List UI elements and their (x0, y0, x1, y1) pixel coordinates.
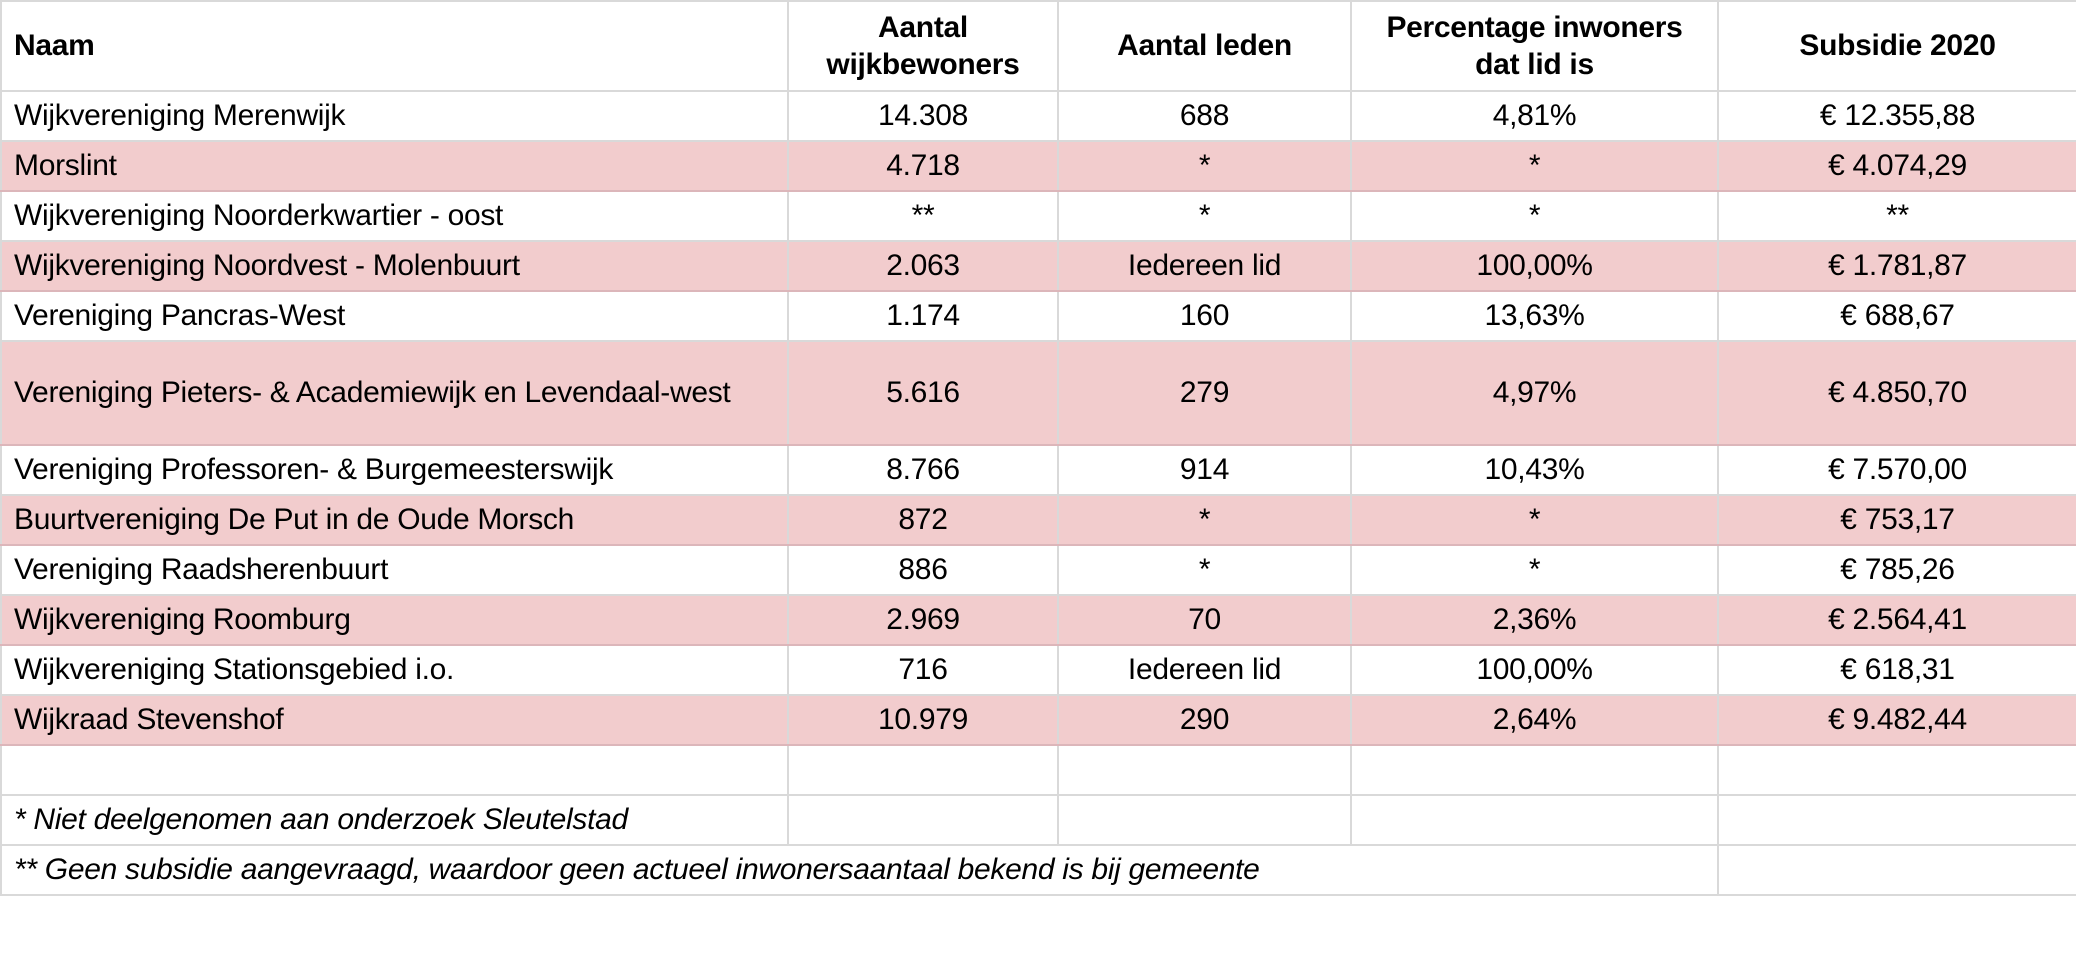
cell-residents: 5.616 (787, 340, 1059, 446)
cell-percentage: 2,64% (1350, 694, 1719, 746)
empty-cell (787, 794, 1059, 846)
cell-subsidy: € 9.482,44 (1717, 694, 2076, 746)
table-row: Vereniging Pancras-West 1.174 160 13,63% € 6… (0, 290, 2076, 342)
cell-residents: 872 (787, 494, 1059, 546)
table-header: Naam Aantal wijkbewoners Aantal leden Pe… (0, 0, 2076, 92)
cell-residents: 10.979 (787, 694, 1059, 746)
cell-name: Wijkraad Stevenshof (0, 694, 789, 746)
cell-residents: 8.766 (787, 444, 1059, 496)
cell-name: Wijkvereniging Merenwijk (0, 90, 789, 142)
cell-name: Vereniging Raadsherenbuurt (0, 544, 789, 596)
table-body: Wijkvereniging Merenwijk 14.308 688 4,81% € … (0, 90, 2076, 746)
cell-name: Wijkvereniging Noordvest - Molenbuurt (0, 240, 789, 292)
empty-cell (1717, 844, 2076, 896)
table-footer: * Niet deelgenomen aan onderzoek Sleutel… (0, 744, 2076, 896)
cell-name: Morslint (0, 140, 789, 192)
cell-name: Buurtvereniging De Put in de Oude Morsch (0, 494, 789, 546)
cell-subsidy: € 4.074,29 (1717, 140, 2076, 192)
table-row: Wijkvereniging Merenwijk 14.308 688 4,81% € … (0, 90, 2076, 142)
cell-subsidy: € 618,31 (1717, 644, 2076, 696)
cell-percentage: 100,00% (1350, 240, 1719, 292)
cell-members: 290 (1057, 694, 1352, 746)
empty-cell (1717, 744, 2076, 796)
cell-members: * (1057, 190, 1352, 242)
cell-residents: 14.308 (787, 90, 1059, 142)
empty-cell (0, 744, 789, 796)
column-header-subsidie-2020: Subsidie 2020 (1717, 0, 2076, 92)
cell-members: * (1057, 140, 1352, 192)
cell-subsidy: € 1.781,87 (1717, 240, 2076, 292)
cell-members: 279 (1057, 340, 1352, 446)
column-header-aantal-leden: Aantal leden (1057, 0, 1352, 92)
footnote-single-asterisk: * Niet deelgenomen aan onderzoek Sleutel… (0, 794, 789, 846)
table-row: Wijkvereniging Roomburg 2.969 70 2,36% € 2.5… (0, 594, 2076, 646)
empty-row (0, 744, 2076, 796)
cell-subsidy: € 12.355,88 (1717, 90, 2076, 142)
cell-percentage: 13,63% (1350, 290, 1719, 342)
cell-subsidy: € 785,26 (1717, 544, 2076, 596)
cell-subsidy: € 688,67 (1717, 290, 2076, 342)
cell-percentage: * (1350, 140, 1719, 192)
cell-members: 160 (1057, 290, 1352, 342)
cell-percentage: * (1350, 190, 1719, 242)
column-header-aantal-wijkbewoners: Aantal wijkbewoners (787, 0, 1059, 92)
cell-percentage: 10,43% (1350, 444, 1719, 496)
cell-name: Vereniging Professoren- & Burgemeestersw… (0, 444, 789, 496)
column-header-naam: Naam (0, 0, 789, 92)
cell-subsidy: € 4.850,70 (1717, 340, 2076, 446)
cell-percentage: 100,00% (1350, 644, 1719, 696)
empty-cell (1350, 794, 1719, 846)
cell-residents: 886 (787, 544, 1059, 596)
cell-residents: ** (787, 190, 1059, 242)
cell-percentage: * (1350, 494, 1719, 546)
table-row: Morslint 4.718 * * € 4.074,29 (0, 140, 2076, 192)
cell-residents: 2.063 (787, 240, 1059, 292)
cell-percentage: * (1350, 544, 1719, 596)
footnote-row-single-asterisk: * Niet deelgenomen aan onderzoek Sleutel… (0, 794, 2076, 846)
cell-percentage: 4,81% (1350, 90, 1719, 142)
table-row: Buurtvereniging De Put in de Oude Morsch… (0, 494, 2076, 546)
cell-name: Vereniging Pancras-West (0, 290, 789, 342)
cell-name: Wijkvereniging Roomburg (0, 594, 789, 646)
table-row: Wijkvereniging Stationsgebied i.o. 716 Ied… (0, 644, 2076, 696)
empty-cell (787, 744, 1059, 796)
empty-cell (1350, 744, 1719, 796)
cell-name: Wijkvereniging Noorderkwartier - oost (0, 190, 789, 242)
table-row: Vereniging Professoren- & Burgemeestersw… (0, 444, 2076, 496)
table-row: Wijkvereniging Noorderkwartier - oost ** *… (0, 190, 2076, 242)
cell-members: Iedereen lid (1057, 644, 1352, 696)
table-row: Vereniging Raadsherenbuurt 886 * * € 785,26 (0, 544, 2076, 596)
table-row: Vereniging Pieters- & Academiewijk en Le… (0, 340, 2076, 446)
header-row: Naam Aantal wijkbewoners Aantal leden Pe… (0, 0, 2076, 92)
cell-name: Wijkvereniging Stationsgebied i.o. (0, 644, 789, 696)
cell-percentage: 2,36% (1350, 594, 1719, 646)
cell-members: Iedereen lid (1057, 240, 1352, 292)
table-row: Wijkvereniging Noordvest - Molenbuurt 2.0… (0, 240, 2076, 292)
empty-cell (1717, 794, 2076, 846)
cell-percentage: 4,97% (1350, 340, 1719, 446)
footnote-row-double-asterisk: ** Geen subsidie aangevraagd, waardoor g… (0, 844, 2076, 896)
footnote-double-asterisk: ** Geen subsidie aangevraagd, waardoor g… (0, 844, 1719, 896)
cell-residents: 4.718 (787, 140, 1059, 192)
cell-members: 688 (1057, 90, 1352, 142)
cell-residents: 2.969 (787, 594, 1059, 646)
cell-subsidy: ** (1717, 190, 2076, 242)
table-row: Wijkraad Stevenshof 10.979 290 2,64% € 9.482… (0, 694, 2076, 746)
cell-name: Vereniging Pieters- & Academiewijk en Le… (0, 340, 789, 446)
cell-members: 70 (1057, 594, 1352, 646)
empty-cell (1057, 794, 1352, 846)
cell-subsidy: € 753,17 (1717, 494, 2076, 546)
column-header-percentage-lid: Percentage inwoners dat lid is (1350, 0, 1719, 92)
cell-subsidy: € 2.564,41 (1717, 594, 2076, 646)
cell-members: 914 (1057, 444, 1352, 496)
cell-residents: 716 (787, 644, 1059, 696)
cell-subsidy: € 7.570,00 (1717, 444, 2076, 496)
cell-members: * (1057, 544, 1352, 596)
cell-members: * (1057, 494, 1352, 546)
empty-cell (1057, 744, 1352, 796)
subsidy-table: Naam Aantal wijkbewoners Aantal leden Pe… (0, 0, 2076, 896)
cell-residents: 1.174 (787, 290, 1059, 342)
